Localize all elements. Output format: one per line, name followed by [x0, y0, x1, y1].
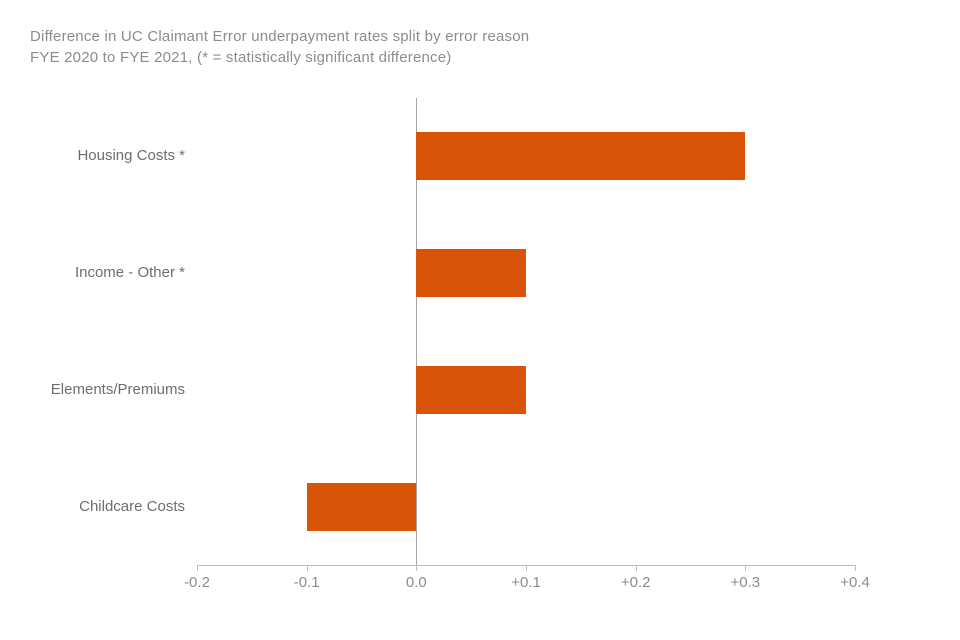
bar — [416, 365, 526, 414]
x-axis-tick-label: -0.2 — [184, 574, 210, 591]
x-axis-tick-label: 0.0 — [405, 574, 427, 591]
x-axis-tick-label: +0.4 — [840, 574, 870, 591]
bar — [306, 482, 417, 531]
chart-title-line-1: Difference in UC Claimant Error underpay… — [30, 28, 530, 45]
category-label: Childcare Costs — [79, 497, 185, 515]
x-axis-tick — [197, 565, 198, 571]
x-axis-tick — [635, 565, 637, 571]
category-label: Income - Other * — [74, 264, 185, 282]
x-axis-tick — [306, 565, 308, 571]
x-axis-tick — [745, 565, 747, 571]
x-axis-tick-label: +0.1 — [511, 574, 541, 591]
x-axis-tick — [855, 565, 856, 571]
x-axis-tick-label: -0.1 — [293, 574, 320, 591]
bar — [416, 249, 526, 298]
chart-title: Difference in UC Claimant Error underpay… — [30, 26, 529, 68]
category-label: Housing Costs * — [77, 147, 185, 165]
x-axis-tick — [416, 565, 418, 571]
x-axis-tick-label: +0.3 — [730, 574, 761, 591]
zero-gridline — [416, 98, 418, 565]
x-axis-tick-label: +0.2 — [620, 574, 651, 591]
chart-title-line-2: FYE 2020 to FYE 2021, (* = statistically… — [30, 49, 452, 66]
x-axis-tick — [526, 565, 527, 571]
bar — [416, 132, 746, 181]
category-label: Elements/Premiums — [50, 380, 185, 398]
